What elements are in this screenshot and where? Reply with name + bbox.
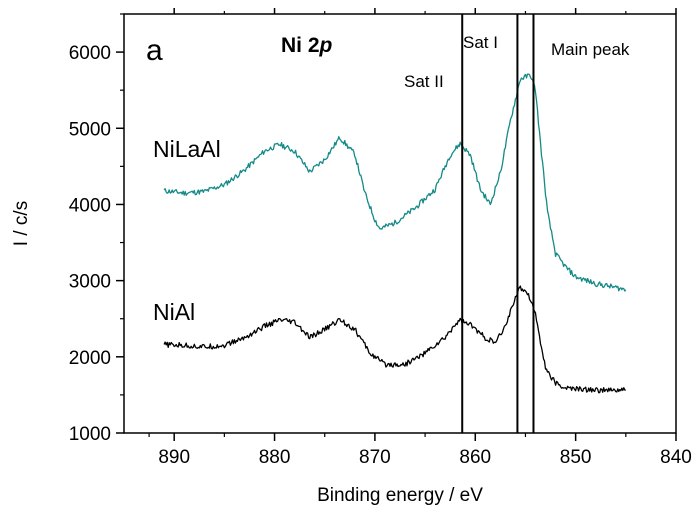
reference-lines [461,14,535,433]
series-label-nial: NiAl [153,299,195,325]
y-axis-label: I / c/s [11,201,32,246]
x-tick-label: 860 [459,447,491,468]
reference-label-3: Main peak [551,40,630,59]
y-tick-label: 2000 [69,348,111,369]
reference-label-2: Sat I [463,33,498,52]
y-tick-label: 4000 [69,195,111,216]
x-axis-label: Binding energy / eV [317,485,483,506]
chart-title-italic: p [319,34,333,57]
series-line-nial [163,285,626,394]
panel-label: a [146,34,163,67]
reference-label-1: Sat II [404,72,444,91]
x-tick-label: 890 [158,447,190,468]
series-label-nilaal: NiLaAl [153,136,221,162]
y-tick-label: 5000 [69,119,111,140]
plot-frame [123,13,677,434]
y-tick-label: 6000 [69,43,111,64]
x-tick-label: 850 [560,447,592,468]
series-group [163,73,627,394]
axis-ticks: 890 880 870 860 850 840 1000 2000 3000 4000 5000 60… [69,8,692,468]
chart-title: Ni 2p [281,34,333,57]
x-tick-label: 880 [259,447,291,468]
y-tick-label: 1000 [69,424,111,445]
x-tick-label: 870 [359,447,391,468]
chart-labels: Binding energy / eV I / c/s a Ni 2p Sat II Sa… [11,33,630,506]
x-tick-label: 840 [660,447,692,468]
y-tick-label: 3000 [69,272,111,293]
series-line-nilaal [163,73,627,292]
